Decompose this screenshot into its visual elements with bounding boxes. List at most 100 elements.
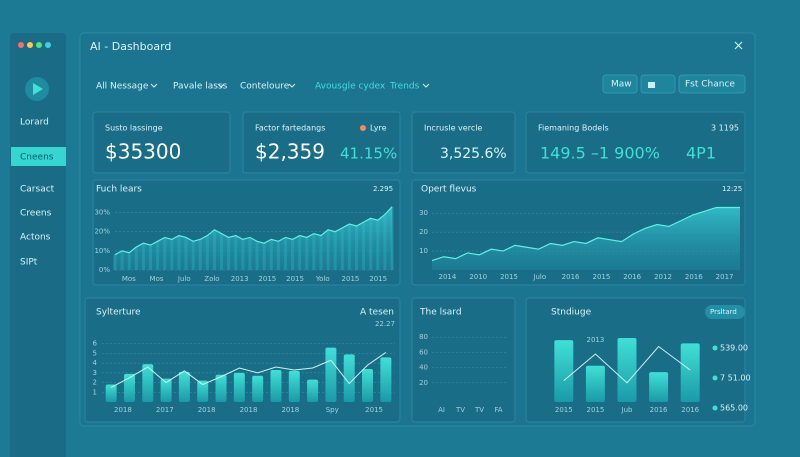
panel-note: 12:25: [722, 185, 742, 193]
legend-dot: [712, 345, 718, 351]
x-tick-label: 2016: [650, 406, 668, 414]
dot: [36, 42, 42, 48]
y-tick-label: 4: [93, 359, 98, 367]
play-icon: [33, 83, 43, 95]
bar: [307, 379, 319, 402]
x-tick-label: Spy: [326, 406, 339, 414]
y-tick-label: 40: [419, 364, 428, 372]
button[interactable]: [678, 74, 746, 94]
lock-icon: [648, 82, 655, 88]
legend-dot: [712, 375, 718, 381]
panel-title: Stndiuge: [551, 308, 592, 318]
x-tick-label: 2015: [592, 273, 610, 281]
x-tick-label: 2016: [562, 273, 580, 281]
y-tick-label: 20: [419, 228, 428, 236]
kpi-value: 3,525.6%: [440, 146, 507, 162]
x-tick-label: 2016: [623, 273, 641, 281]
lock-button[interactable]: [640, 74, 676, 94]
line: [110, 352, 387, 388]
kpi-value: $2,359: [255, 140, 325, 164]
dot: [27, 42, 33, 48]
x-tick-label: 2018: [198, 406, 216, 414]
nav-item[interactable]: Carsact: [20, 185, 55, 195]
bar: [233, 372, 245, 402]
bar: [585, 365, 605, 402]
kpi-value: 41.15%: [340, 145, 397, 163]
panel-note: 2.295: [373, 185, 393, 193]
legend-dot: [712, 405, 718, 411]
x-tick-label: 2015: [555, 406, 573, 414]
x-tick-label: Jub: [621, 406, 634, 414]
bar: [649, 372, 669, 402]
filter[interactable]: Avousgle cydex: [315, 82, 386, 92]
button-label[interactable]: Maw: [611, 80, 632, 90]
bar: [252, 375, 264, 402]
x-tick-label: 2015: [342, 275, 360, 283]
nav-item[interactable]: Cneens: [20, 153, 54, 163]
x-tick-label: Yolo: [315, 275, 330, 283]
y-tick-label: 30%: [94, 209, 110, 217]
y-tick-label: 10: [419, 247, 428, 255]
bar: [215, 374, 227, 402]
x-tick-label: 2010: [469, 273, 487, 281]
kpi-card: [411, 111, 516, 174]
y-tick-label: 3: [93, 369, 97, 377]
y-tick-label: 60: [419, 348, 428, 356]
filter[interactable]: Trends: [389, 82, 420, 92]
bar: [325, 347, 337, 402]
x-tick-label: 2015: [586, 406, 604, 414]
kpi-label: Susto lassinge: [105, 124, 163, 133]
panel-button[interactable]: [705, 305, 745, 319]
x-tick-label: 2014: [438, 273, 456, 281]
x-tick-label: AI: [438, 406, 445, 414]
filter[interactable]: All Nessage: [96, 82, 149, 92]
panel-title: The lsard: [419, 308, 462, 318]
filter[interactable]: Pavale lasss: [173, 82, 228, 92]
y-tick-label: 20: [419, 379, 428, 387]
kpi-card: [92, 111, 231, 174]
y-tick-label: 10%: [94, 247, 110, 255]
nav-item[interactable]: SIPt: [20, 258, 38, 268]
x-tick-label: 2015: [258, 275, 276, 283]
legend-label: 539.00: [720, 344, 748, 353]
badge-dot: [360, 125, 366, 131]
legend-label: 7 51.00: [720, 374, 751, 383]
x-tick-label: TV: [455, 406, 465, 414]
kpi-label: Fiemaning Bodels: [538, 124, 609, 133]
button[interactable]: [602, 74, 638, 94]
kpi-value: $35300: [105, 140, 181, 164]
area: [432, 207, 740, 270]
bar: [270, 369, 282, 402]
panel: [411, 297, 516, 423]
y-tick-label: 30: [419, 209, 428, 217]
panel-title: Sylterture: [96, 308, 141, 318]
x-tick-label: 2015: [365, 406, 383, 414]
filter[interactable]: Conteloure: [240, 82, 290, 92]
nav-item[interactable]: Lorard: [20, 118, 49, 128]
panel-button-label[interactable]: Prsltard: [710, 308, 737, 316]
kpi-label: Factor fartedangs: [255, 124, 325, 133]
x-tick-label: 2015: [286, 275, 304, 283]
close-button[interactable]: [734, 41, 743, 50]
bar: [617, 338, 637, 402]
x-tick-label: 2018: [114, 406, 132, 414]
nav-item[interactable]: Actons: [20, 233, 51, 243]
bar: [105, 384, 117, 402]
y-tick-label: 80: [419, 333, 428, 341]
bar: [554, 340, 574, 402]
x-tick-label: 2012: [654, 273, 672, 281]
x-tick-label: 2015: [500, 273, 518, 281]
area-line: [114, 206, 393, 256]
nav-item[interactable]: Creens: [20, 209, 52, 219]
x-tick-label: FA: [494, 406, 502, 414]
annotation: 2013: [586, 336, 604, 344]
x-tick-label: Julo: [177, 275, 191, 283]
panel-title: Opert flevus: [421, 185, 477, 195]
panel-title: Fuch lears: [96, 185, 142, 195]
button-label[interactable]: Fst Chance: [685, 80, 735, 90]
bar: [160, 378, 172, 402]
chevrons: [150, 83, 430, 88]
kpi-value: 4P1: [686, 144, 716, 163]
x-tick-label: 2017: [716, 273, 734, 281]
